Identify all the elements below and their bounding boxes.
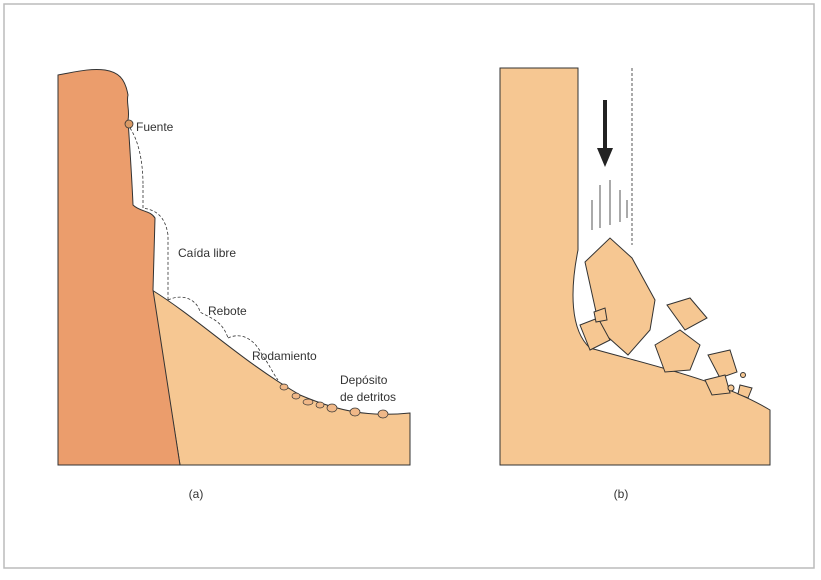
label: Rodamiento <box>252 349 317 363</box>
diagram: Fuente Caída libre Rebote Rodamiento Dep… <box>0 0 821 575</box>
page: Fuente Caída libre Rebote Rodamiento Dep… <box>0 0 821 580</box>
caption: (a) <box>189 487 204 501</box>
caption: (b) <box>614 487 629 501</box>
label: de detritos <box>340 390 396 404</box>
label: Rebote <box>208 304 247 318</box>
label: Caída libre <box>178 246 236 260</box>
source-rock <box>125 120 133 128</box>
label: Depósito <box>340 373 388 387</box>
label: Fuente <box>136 120 174 134</box>
